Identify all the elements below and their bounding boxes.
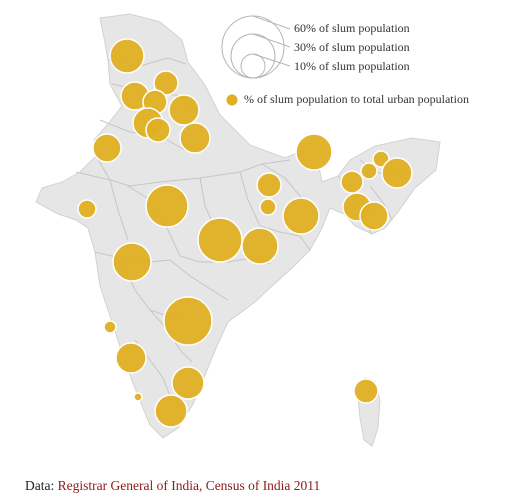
size-legend-30 <box>230 33 276 79</box>
size-legend-label-60: 60% of slum population <box>294 21 410 35</box>
color-legend-dot <box>225 93 239 107</box>
bubble <box>259 198 277 216</box>
bubble <box>145 117 171 143</box>
color-legend-label: % of slum population to total urban popu… <box>244 92 469 106</box>
bubble <box>92 133 122 163</box>
bubble <box>360 162 378 180</box>
bubble <box>282 197 320 235</box>
bubble <box>103 320 117 334</box>
bubble <box>241 227 279 265</box>
bubble <box>168 94 200 126</box>
size-legend-60 <box>221 15 285 79</box>
source-line: Data: Registrar General of India, Census… <box>25 478 320 494</box>
bubble <box>154 394 188 428</box>
bubble <box>153 70 179 96</box>
bubble <box>115 342 147 374</box>
size-legend-label-30: 30% of slum population <box>294 40 410 54</box>
bubble <box>381 157 413 189</box>
bubble <box>179 122 211 154</box>
source-link[interactable]: Registrar General of India, Census of In… <box>57 478 321 493</box>
bubble <box>359 201 389 231</box>
bubble <box>109 38 145 74</box>
bubble <box>133 392 143 402</box>
size-legend-10 <box>240 53 266 79</box>
bubble <box>145 184 189 228</box>
source-prefix: Data: <box>25 478 58 493</box>
bubble <box>112 242 152 282</box>
bubble <box>256 172 282 198</box>
bubble <box>197 217 243 263</box>
bubbles <box>77 38 413 428</box>
bubble <box>163 296 213 346</box>
bubble <box>77 199 97 219</box>
bubble <box>340 170 364 194</box>
bubble <box>353 378 379 404</box>
size-legend <box>221 15 291 79</box>
bubble <box>295 133 333 171</box>
size-legend-label-10: 10% of slum population <box>294 59 410 73</box>
bubble <box>171 366 205 400</box>
